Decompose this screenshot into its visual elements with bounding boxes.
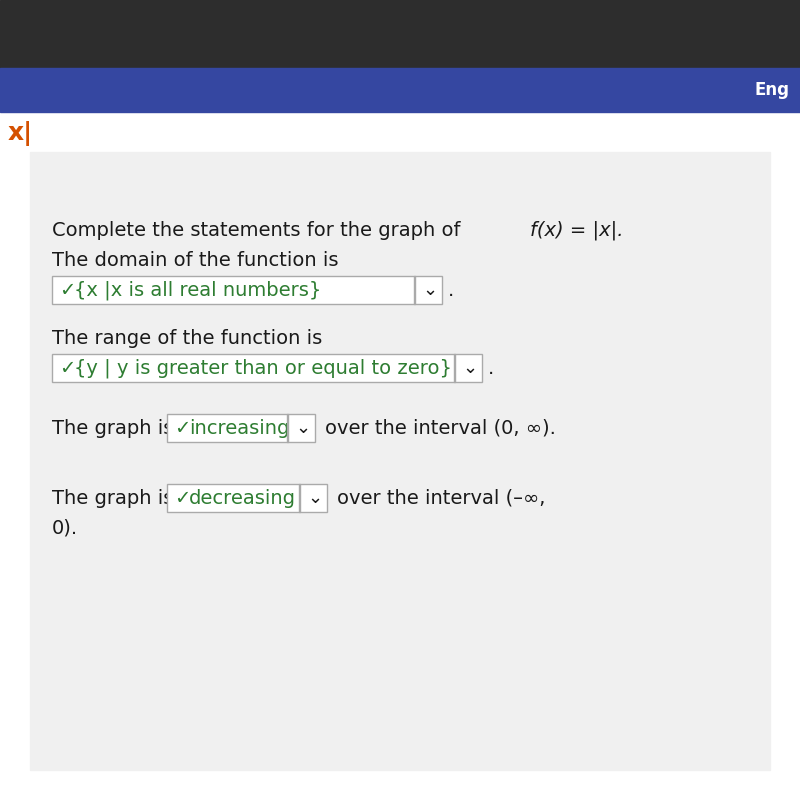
- Text: {x |x is all real numbers}: {x |x is all real numbers}: [74, 280, 322, 300]
- Text: ⌄: ⌄: [307, 489, 322, 507]
- Bar: [454, 354, 455, 382]
- Text: ✓: ✓: [174, 418, 190, 438]
- Text: ✓: ✓: [174, 489, 190, 507]
- Text: decreasing: decreasing: [189, 489, 296, 507]
- Text: over the interval (0, ∞).: over the interval (0, ∞).: [325, 418, 556, 438]
- FancyBboxPatch shape: [167, 484, 327, 512]
- Text: The graph is: The graph is: [52, 418, 174, 438]
- Text: ⌄: ⌄: [295, 419, 310, 437]
- Text: {y | y is greater than or equal to zero}: {y | y is greater than or equal to zero}: [74, 358, 452, 378]
- Text: The range of the function is: The range of the function is: [52, 329, 322, 347]
- Text: .: .: [448, 281, 454, 299]
- Text: ✓: ✓: [59, 281, 75, 299]
- Bar: [0, 68, 800, 112]
- Text: Complete the statements for the graph of: Complete the statements for the graph of: [52, 221, 461, 239]
- FancyBboxPatch shape: [52, 354, 482, 382]
- Text: ⌄: ⌄: [422, 281, 437, 299]
- Text: increasing: increasing: [189, 418, 290, 438]
- Text: f(x) = |x|.: f(x) = |x|.: [530, 220, 623, 240]
- Bar: [30, 152, 770, 770]
- Text: ✓: ✓: [59, 358, 75, 378]
- Text: The graph is: The graph is: [52, 489, 174, 507]
- Text: 0).: 0).: [52, 518, 78, 538]
- Bar: [414, 276, 415, 304]
- Text: The domain of the function is: The domain of the function is: [52, 250, 338, 270]
- FancyBboxPatch shape: [167, 414, 315, 442]
- Bar: [0, 112, 800, 800]
- FancyBboxPatch shape: [52, 276, 442, 304]
- Text: over the interval (–∞,: over the interval (–∞,: [337, 489, 546, 507]
- Bar: [287, 414, 288, 442]
- Text: ⌄: ⌄: [462, 359, 477, 377]
- Text: Eng: Eng: [755, 81, 790, 99]
- Bar: [0, 0, 800, 68]
- Text: .: .: [488, 358, 494, 378]
- Bar: [299, 484, 300, 512]
- Text: x|: x|: [8, 122, 33, 146]
